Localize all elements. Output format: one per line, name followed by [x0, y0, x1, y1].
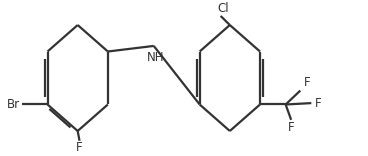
Text: Br: Br	[7, 98, 20, 111]
Text: Cl: Cl	[217, 2, 229, 15]
Text: NH: NH	[147, 51, 164, 64]
Text: F: F	[315, 97, 322, 110]
Text: F: F	[288, 121, 294, 134]
Text: F: F	[304, 76, 311, 89]
Text: F: F	[76, 141, 83, 154]
